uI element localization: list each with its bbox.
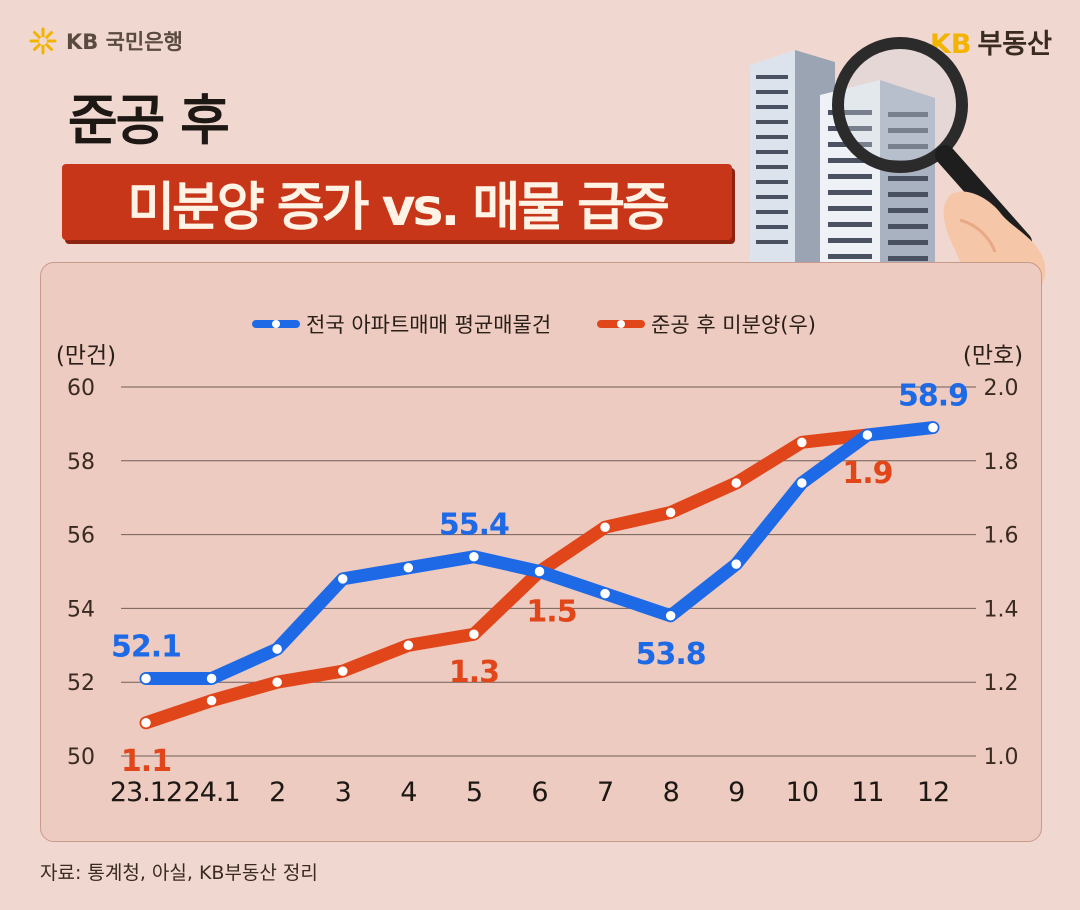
kb-realestate-brand: KB 부동산 xyxy=(930,22,1052,61)
right-tick-label: 1.0 xyxy=(984,745,1019,770)
data-label: 1.3 xyxy=(449,655,499,690)
x-tick-label: 6 xyxy=(531,777,547,808)
data-point xyxy=(139,716,153,730)
data-point xyxy=(598,520,612,534)
data-point xyxy=(730,476,743,490)
building-icon xyxy=(820,80,935,295)
x-tick-label: 8 xyxy=(663,777,679,808)
kb-bank-logo: KB 국민은행 xyxy=(28,26,183,56)
data-point xyxy=(205,694,218,707)
data-point xyxy=(926,421,940,434)
legend-label: 전국 아파트매매 평균매물건 xyxy=(306,313,551,337)
x-tick-label: 3 xyxy=(335,777,351,808)
data-label: 53.8 xyxy=(636,637,706,672)
right-tick-label: 1.6 xyxy=(984,524,1019,549)
x-tick-label: 7 xyxy=(597,777,613,808)
series-line xyxy=(139,428,874,730)
x-tick-label: 23.12 xyxy=(110,777,182,808)
source-note: 자료: 통계청, 아실, KB부동산 정리 xyxy=(40,862,318,884)
left-tick-label: 50 xyxy=(67,745,95,770)
data-point xyxy=(533,565,546,578)
left-tick-label: 60 xyxy=(67,376,95,401)
left-axis-unit: (만건) xyxy=(56,343,116,369)
data-label: 52.1 xyxy=(111,630,181,665)
x-tick-label: 10 xyxy=(786,777,818,808)
bank-logo-text: KB 국민은행 xyxy=(66,30,183,54)
data-point xyxy=(598,587,612,600)
data-point xyxy=(402,639,415,652)
right-tick-label: 1.8 xyxy=(984,450,1019,475)
legend-swatch-dot xyxy=(272,320,280,328)
page-title-line1: 준공 후 xyxy=(68,89,230,152)
data-point xyxy=(336,572,349,586)
right-tick-label: 1.4 xyxy=(984,597,1019,622)
data-point xyxy=(270,675,284,689)
brand-name-text: 부동산 xyxy=(977,29,1052,60)
x-tick-label: 2 xyxy=(269,777,285,808)
x-tick-label: 24.1 xyxy=(184,777,240,808)
legend-swatch-dot xyxy=(617,320,625,328)
data-point xyxy=(336,664,349,678)
data-point xyxy=(664,609,677,623)
data-label: 55.4 xyxy=(439,508,509,543)
series-line xyxy=(139,421,940,686)
left-tick-label: 56 xyxy=(67,524,95,549)
left-tick-label: 54 xyxy=(67,597,95,622)
data-point xyxy=(205,672,218,685)
right-axis-unit: (만호) xyxy=(963,343,1023,369)
data-label: 1.5 xyxy=(526,595,576,630)
page-title-line2-text: 미분양 증가 vs. 매물 급증 xyxy=(127,177,670,238)
kb-star-icon xyxy=(29,27,57,55)
data-point xyxy=(139,672,153,685)
data-point xyxy=(467,550,481,563)
data-point xyxy=(795,436,809,449)
data-point xyxy=(664,506,677,519)
data-point xyxy=(861,428,874,442)
data-point xyxy=(467,627,481,641)
page-title-line2: 미분양 증가 vs. 매물 급증 xyxy=(62,164,732,240)
x-tick-label: 11 xyxy=(851,777,883,808)
data-point xyxy=(795,476,809,490)
right-tick-label: 2.0 xyxy=(984,376,1019,401)
data-point xyxy=(402,561,415,575)
data-point xyxy=(730,557,743,571)
x-tick-label: 9 xyxy=(728,777,744,808)
right-tick-label: 1.2 xyxy=(984,671,1019,696)
data-label: 1.1 xyxy=(121,744,171,779)
chart-panel: 50 52 54 56 58 60 1.0 1.2 1.4 1.6 1.8 2.0 (만건) (만호) 23… xyxy=(40,262,1042,842)
x-tick-label: 5 xyxy=(466,777,482,808)
left-tick-label: 58 xyxy=(67,450,95,475)
left-tick-label: 52 xyxy=(67,671,95,696)
x-tick-label: 12 xyxy=(917,777,949,808)
x-tick-label: 4 xyxy=(400,777,416,808)
data-label: 1.9 xyxy=(842,456,892,491)
data-label: 58.9 xyxy=(898,379,968,414)
legend-label: 준공 후 미분양(우) xyxy=(651,313,816,337)
data-point xyxy=(270,642,284,656)
